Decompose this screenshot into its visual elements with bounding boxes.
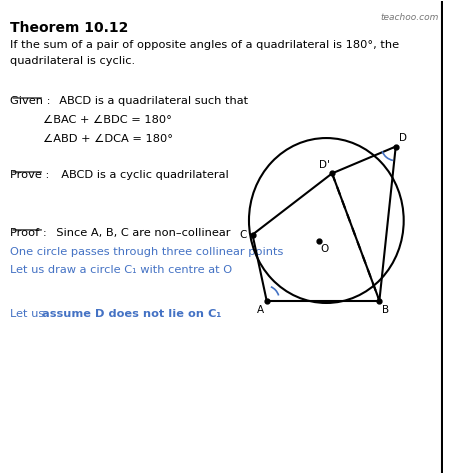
Text: Given :: Given :: [10, 96, 51, 106]
Text: Let us draw a circle C₁ with centre at O: Let us draw a circle C₁ with centre at O: [10, 265, 232, 275]
Text: teachoo.com: teachoo.com: [381, 13, 439, 22]
Text: Since A, B, C are non–collinear: Since A, B, C are non–collinear: [49, 228, 231, 237]
Text: D: D: [399, 133, 407, 143]
Text: ∠ABD + ∠DCA = 180°: ∠ABD + ∠DCA = 180°: [44, 134, 173, 144]
Text: ABCD is a cyclic quadrilateral: ABCD is a cyclic quadrilateral: [54, 170, 228, 180]
Text: C: C: [239, 229, 246, 240]
Text: O: O: [320, 244, 328, 254]
Text: D': D': [319, 160, 329, 170]
Text: assume D does not lie on C₁: assume D does not lie on C₁: [42, 309, 221, 319]
Text: One circle passes through three collinear points: One circle passes through three collinea…: [10, 247, 283, 257]
Text: B: B: [382, 305, 389, 315]
Text: Theorem 10.12: Theorem 10.12: [10, 21, 128, 35]
Text: ∠BAC + ∠BDC = 180°: ∠BAC + ∠BDC = 180°: [44, 116, 172, 126]
Text: Let us: Let us: [10, 309, 48, 319]
Text: ABCD is a quadrilateral such that: ABCD is a quadrilateral such that: [52, 96, 248, 106]
Text: If the sum of a pair of opposite angles of a quadrilateral is 180°, the
quadrila: If the sum of a pair of opposite angles …: [10, 40, 400, 65]
Text: Prove :: Prove :: [10, 170, 50, 180]
Text: A: A: [257, 305, 264, 315]
Text: Proof :: Proof :: [10, 228, 47, 237]
